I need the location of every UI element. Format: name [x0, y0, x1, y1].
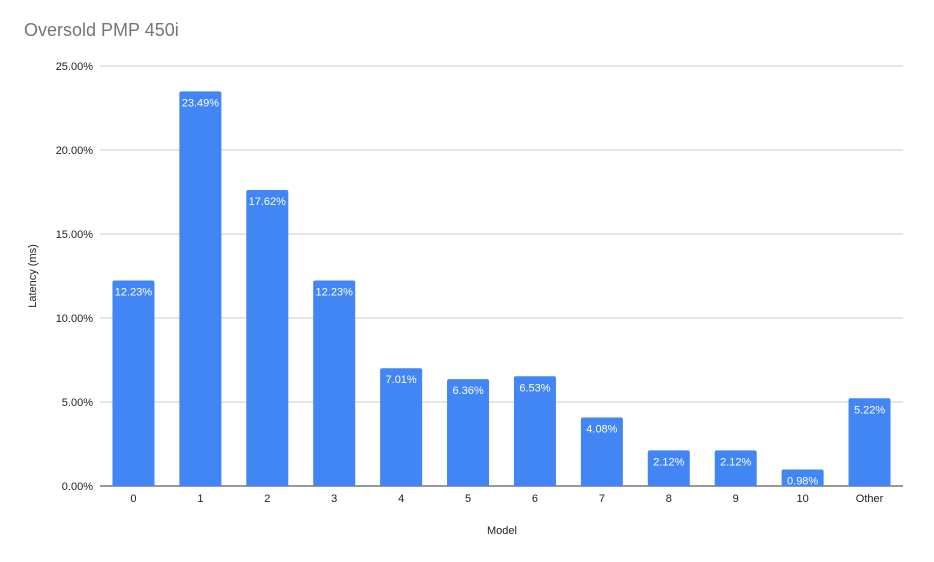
y-tick-label: 25.00% — [56, 61, 94, 73]
x-tick-label: 8 — [666, 493, 672, 505]
bar — [112, 280, 155, 486]
x-tick-label: 0 — [130, 493, 136, 505]
data-label: 0.98% — [787, 476, 818, 488]
y-tick-label: 10.00% — [56, 313, 94, 325]
x-tick-label: Other — [856, 493, 884, 505]
x-tick-label: 1 — [197, 493, 203, 505]
x-tick-label: 7 — [599, 493, 605, 505]
bar — [380, 368, 423, 486]
data-label: 12.23% — [316, 287, 354, 299]
bar — [313, 280, 356, 486]
x-tick-label: 2 — [264, 493, 270, 505]
x-axis-label: Model — [487, 525, 517, 537]
bar — [848, 398, 891, 486]
data-label: 4.08% — [586, 423, 617, 435]
data-label: 2.12% — [720, 456, 751, 468]
x-axis-ticks: 0 1 2 3 4 5 6 7 8 9 10 Other — [130, 493, 883, 505]
y-axis-label: Latency (ms) — [27, 244, 39, 308]
x-tick-label: 5 — [465, 493, 471, 505]
chart-title: Oversold PMP 450i — [24, 20, 179, 40]
y-tick-label: 15.00% — [56, 229, 94, 241]
bar — [447, 379, 490, 486]
bars: 12.23% 23.49% 17.62% 12.23% 7.01% 6.36% 6.53% 4… — [112, 91, 891, 488]
data-label: 5.22% — [854, 404, 885, 416]
bar — [513, 376, 556, 486]
y-tick-label: 5.00% — [62, 397, 93, 409]
data-label: 17.62% — [249, 196, 287, 208]
gridlines — [100, 65, 903, 487]
x-tick-label: 9 — [733, 493, 739, 505]
data-label: 7.01% — [386, 374, 417, 386]
x-tick-label: 10 — [797, 493, 809, 505]
bar — [179, 91, 222, 487]
y-tick-label: 0.00% — [62, 481, 93, 493]
data-label: 12.23% — [115, 287, 153, 299]
y-tick-label: 20.00% — [56, 145, 94, 157]
data-label: 2.12% — [653, 456, 684, 468]
x-tick-label: 3 — [331, 493, 337, 505]
bar — [246, 189, 289, 486]
data-label: 23.49% — [182, 97, 220, 109]
bar — [580, 417, 623, 486]
data-label: 6.53% — [519, 382, 550, 394]
x-tick-label: 4 — [398, 493, 404, 505]
x-tick-label: 6 — [532, 493, 538, 505]
data-label: 6.36% — [452, 385, 483, 397]
y-axis-ticks: 0.00% 5.00% 10.00% 15.00% 20.00% 25.00% — [56, 61, 94, 493]
bar — [714, 450, 757, 486]
bar — [647, 450, 690, 486]
bar — [781, 469, 824, 486]
